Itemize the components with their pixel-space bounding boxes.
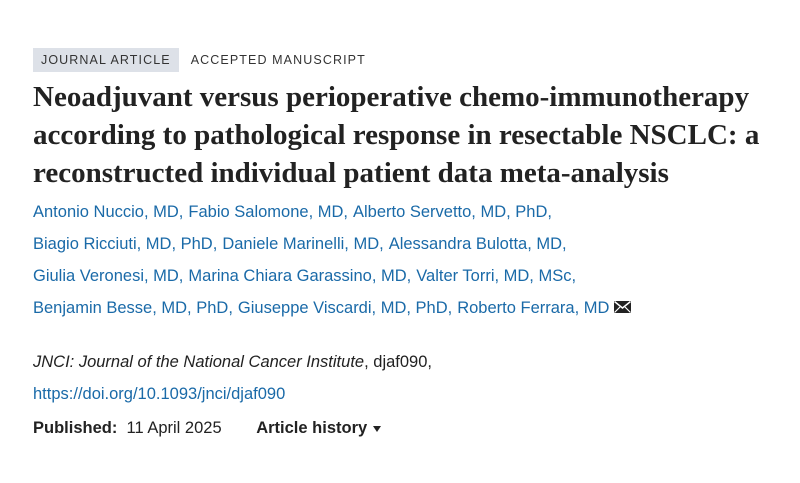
author-link[interactable]: Alberto Servetto, MD, PhD, xyxy=(352,203,552,221)
author-line: Giulia Veronesi, MD, Marina Chiara Garass… xyxy=(33,260,793,292)
author-line: Biagio Ricciuti, MD, PhD, Daniele Marinel… xyxy=(33,228,793,260)
author-list: Antonio Nuccio, MD, Fabio Salomone, MD, Al… xyxy=(33,196,793,324)
author-link[interactable]: Giulia Veronesi, MD, xyxy=(33,267,184,285)
badges: JOURNAL ARTICLE ACCEPTED MANUSCRIPT xyxy=(33,48,793,72)
dropdown-arrow xyxy=(372,426,381,432)
doi-link[interactable]: https://doi.org/10.1093/jnci/djaf090 xyxy=(33,385,286,403)
status-badge: ACCEPTED MANUSCRIPT xyxy=(190,53,366,67)
journal-name: JNCI: Journal of the National Cancer Ins… xyxy=(33,353,365,371)
article-history-toggle[interactable]: Article history xyxy=(256,419,382,437)
author-link[interactable]: Antonio Nuccio, MD, xyxy=(33,203,184,221)
author-link[interactable]: Biagio Ricciuti, MD, PhD, xyxy=(33,235,218,253)
email-icon[interactable] xyxy=(614,300,632,313)
type-badge: JOURNAL ARTICLE xyxy=(33,48,179,72)
author-link[interactable]: Valter Torri, MD, MSc, xyxy=(416,267,577,285)
published-label: Published: xyxy=(33,419,118,437)
author-link[interactable]: Benjamin Besse, MD, PhD, xyxy=(33,299,233,317)
author-link[interactable]: Daniele Marinelli, MD, xyxy=(222,235,384,253)
author-line: Antonio Nuccio, MD, Fabio Salomone, MD, Al… xyxy=(33,196,793,228)
citation: JNCI: Journal of the National Cancer Ins… xyxy=(33,346,793,410)
author-line: Benjamin Besse, MD, PhD, Giuseppe Viscard… xyxy=(33,292,793,324)
author-link[interactable]: Alessandra Bulotta, MD, xyxy=(388,235,567,253)
author-link[interactable]: Roberto Ferrara, MD xyxy=(457,299,610,317)
article-id: , djaf090, xyxy=(364,353,432,371)
article-history-label: Article history xyxy=(256,419,368,437)
published-date: 11 April 2025 xyxy=(126,419,222,437)
author-link[interactable]: Fabio Salomone, MD, xyxy=(188,203,348,221)
author-link[interactable]: Giuseppe Viscardi, MD, PhD, xyxy=(237,299,453,317)
article-title: Neoadjuvant versus perioperative chemo-i… xyxy=(33,81,760,189)
author-link[interactable]: Marina Chiara Garassino, MD, xyxy=(188,267,412,285)
publication-info: Published: 11 April 2025 Article history xyxy=(33,412,793,444)
article-header: JOURNAL ARTICLE ACCEPTED MANUSCRIPT Neoa… xyxy=(33,48,793,444)
